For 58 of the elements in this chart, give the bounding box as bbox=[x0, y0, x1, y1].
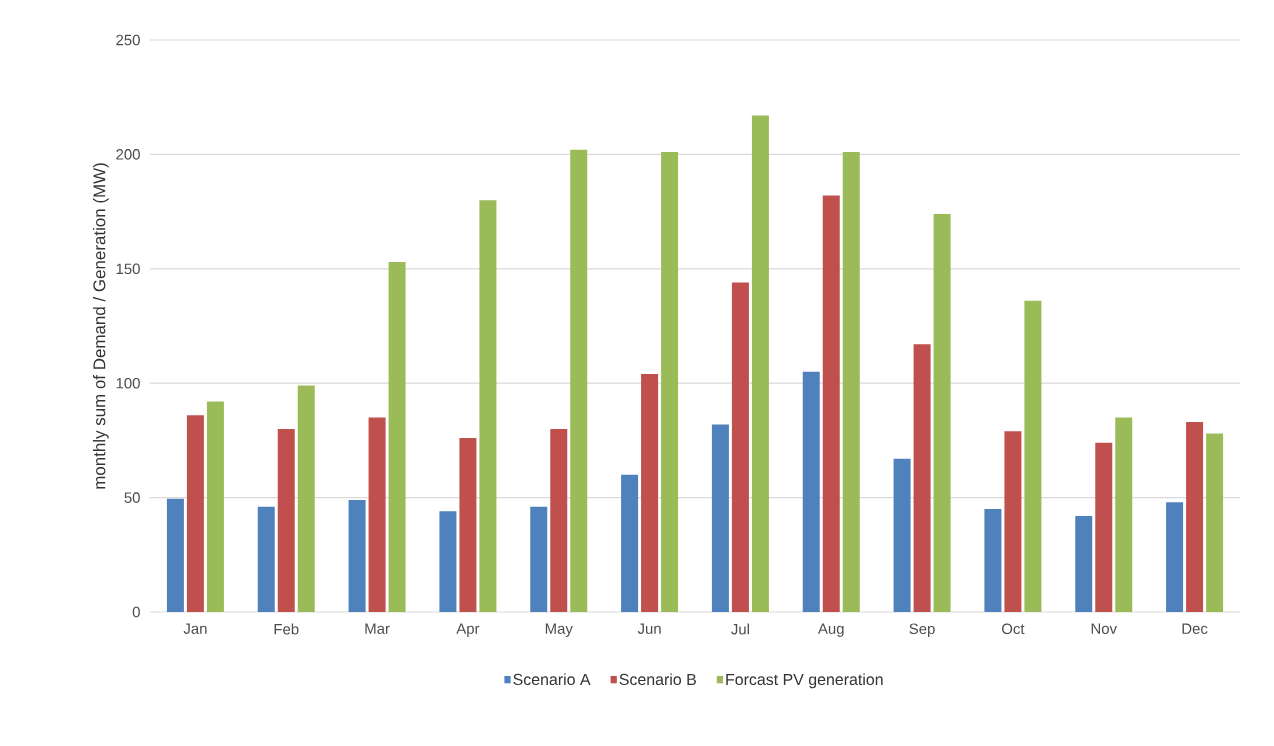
x-tick-label: Nov bbox=[1091, 623, 1117, 634]
x-tick-label: Mar bbox=[365, 623, 390, 634]
bar bbox=[1166, 502, 1184, 612]
x-tick-label: Sep bbox=[909, 623, 935, 638]
bar bbox=[1095, 442, 1113, 612]
bar bbox=[731, 282, 749, 612]
bar bbox=[711, 424, 729, 612]
bar bbox=[388, 261, 406, 612]
x-tick-label: Jul bbox=[731, 623, 749, 635]
legend-label: Scenario B bbox=[619, 673, 696, 686]
bar bbox=[913, 344, 931, 612]
x-tick-label: Jan bbox=[183, 623, 207, 634]
bar bbox=[479, 200, 497, 612]
bar bbox=[550, 428, 568, 612]
bar bbox=[1115, 417, 1133, 612]
x-tick-label: Dec bbox=[1182, 623, 1208, 634]
bar bbox=[257, 506, 275, 612]
bar bbox=[1004, 431, 1022, 612]
legend-label: Forcast PV generation bbox=[726, 673, 883, 689]
bar bbox=[348, 499, 366, 612]
bar bbox=[368, 417, 386, 612]
bar bbox=[277, 428, 295, 612]
y-tick-label: 50 bbox=[124, 492, 140, 503]
x-tick-label: Aug bbox=[817, 623, 844, 637]
bar bbox=[641, 374, 659, 612]
bar bbox=[1186, 422, 1204, 612]
bar bbox=[661, 152, 679, 612]
bar bbox=[621, 474, 639, 612]
bar bbox=[1206, 433, 1224, 612]
y-tick-label: 250 bbox=[116, 34, 140, 46]
bar bbox=[984, 509, 1002, 612]
bar bbox=[893, 458, 911, 612]
bar bbox=[166, 498, 184, 612]
bar bbox=[933, 213, 951, 612]
bar bbox=[186, 415, 204, 612]
bar bbox=[822, 195, 840, 612]
x-tick-label: Feb bbox=[274, 623, 299, 635]
bar bbox=[1075, 515, 1093, 612]
x-tick-label: Apr bbox=[456, 623, 480, 637]
bar bbox=[570, 149, 588, 612]
x-tick-label: Jun bbox=[637, 623, 661, 634]
bar bbox=[439, 511, 457, 612]
bar bbox=[206, 401, 224, 612]
legend-label: Scenario A bbox=[513, 673, 591, 686]
bar bbox=[530, 506, 548, 612]
y-tick-label: 100 bbox=[116, 377, 140, 389]
bar bbox=[459, 438, 477, 612]
y-tick-label: 150 bbox=[116, 263, 140, 275]
x-tick-label: Oct bbox=[1002, 623, 1025, 635]
bar bbox=[842, 152, 860, 612]
y-axis-title: monthly sum of Demand / Generation (MW) bbox=[92, 163, 109, 489]
y-tick-label: 200 bbox=[116, 149, 140, 160]
x-tick-label: May bbox=[545, 623, 573, 637]
y-tick-label: 0 bbox=[132, 606, 140, 618]
bar bbox=[751, 115, 769, 612]
bar bbox=[1024, 300, 1042, 612]
bar bbox=[802, 371, 820, 612]
bar bbox=[297, 385, 315, 612]
